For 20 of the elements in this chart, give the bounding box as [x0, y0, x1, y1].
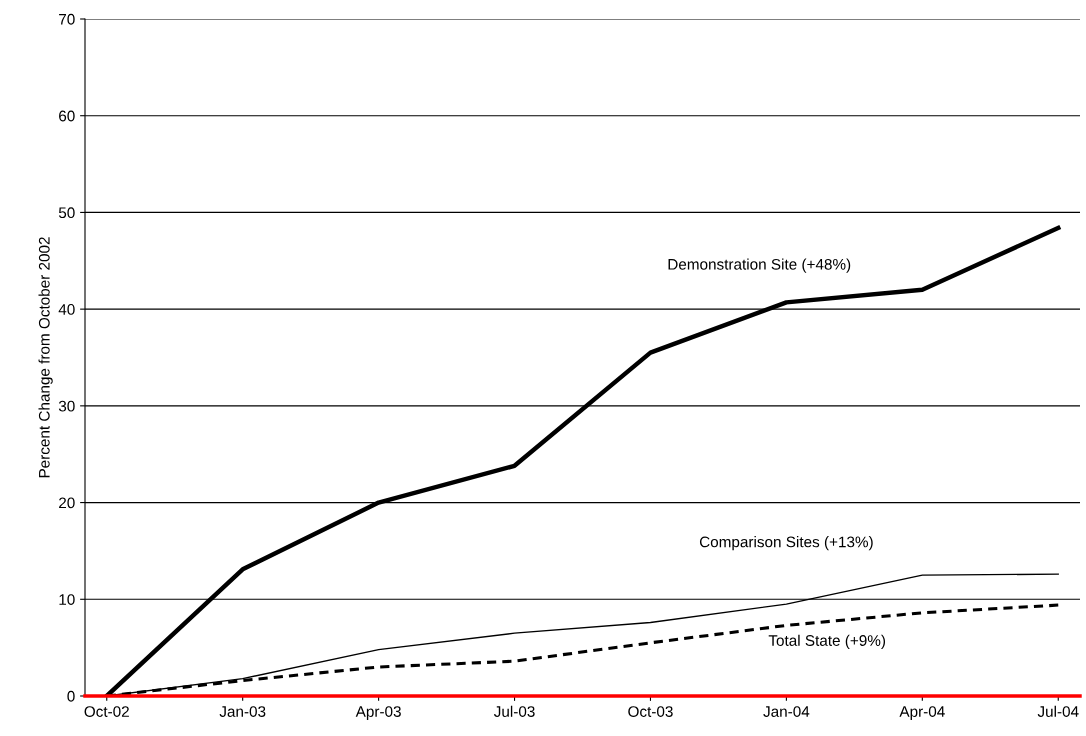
x-tick-label: Apr-03 [355, 706, 401, 720]
series-label: Total State (+9%) [768, 634, 886, 649]
x-tick-label: Jul-04 [1037, 705, 1079, 717]
y-tick-label: 10 [59, 594, 75, 605]
y-tick-label: 60 [59, 110, 75, 122]
y-tick-label: 50 [58, 207, 75, 219]
x-tick-label: Oct-02 [84, 706, 129, 717]
x-tick-label: Apr-04 [899, 706, 945, 720]
x-tick-label: Jan-04 [763, 706, 810, 717]
y-axis-title: Percent Change from October 2002 [38, 237, 53, 478]
y-tick-label: 0 [67, 690, 75, 702]
x-tick-label: Jul-03 [493, 705, 535, 717]
y-tick-label: 30 [58, 400, 75, 412]
y-tick-label: 20 [59, 497, 75, 509]
series-label: Demonstration Site (+48%) [668, 258, 851, 273]
y-tick-label: 40 [58, 304, 75, 315]
text: Comparison Sites (+13%) [699, 536, 873, 551]
x-tick-label: Oct-03 [628, 706, 673, 717]
x-tick-label: Jan-03 [219, 706, 266, 717]
y-tick-label: 70 [59, 13, 75, 25]
